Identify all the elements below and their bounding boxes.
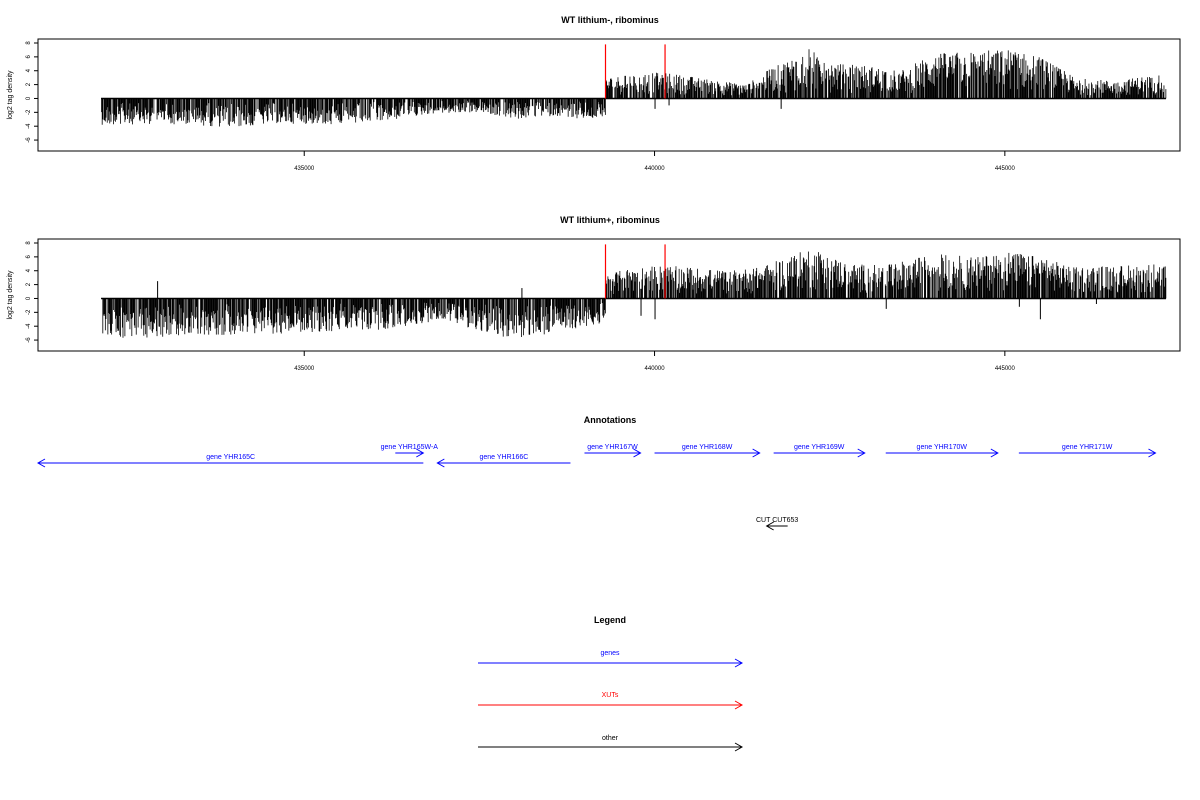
feature-label: gene YHR171W [1062, 444, 1113, 451]
feature-label: gene YHR165W-A [381, 444, 439, 451]
y-axis-label: log2 tag density [7, 270, 14, 320]
xut-markers [604, 44, 666, 99]
legend-label-genes: genes [600, 650, 620, 657]
feature-label: gene YHR165C [206, 454, 255, 461]
y-tick-label: 0 [26, 296, 32, 300]
legend-arrow-genes [478, 658, 744, 668]
annotations-title: Annotations [584, 415, 637, 425]
y-tick-label: -4 [26, 123, 32, 129]
feature-label: gene YHR167W [587, 444, 638, 451]
x-tick-label: 435000 [294, 366, 315, 372]
y-axis-label: log2 tag density [7, 70, 14, 120]
y-tick-label: -2 [26, 109, 32, 115]
feature-gene-yhr165w-a: gene YHR165W-A [381, 444, 439, 458]
y-axis: -6 -4 -2 0 2 4 6 8 [26, 41, 38, 143]
legend-label-other: other [602, 735, 619, 742]
x-tick-label: 445000 [995, 366, 1016, 372]
feature-gene-yhr165c: gene YHR165C [36, 454, 424, 468]
y-axis: -6 -4 -2 0 2 4 6 8 [26, 241, 38, 343]
track-panel-lithium-minus: WT lithium-, ribominus log2 tag density … [7, 15, 1181, 172]
legend-label-xuts: XUTs [602, 692, 619, 699]
y-tick-label: 8 [26, 241, 32, 245]
feature-gene-yhr170w: gene YHR170W [885, 444, 999, 458]
feature-label: gene YHR168W [682, 444, 733, 451]
feature-gene-yhr169w: gene YHR169W [773, 444, 866, 458]
y-tick-label: -4 [26, 323, 32, 329]
x-axis: 435000 440000 445000 [294, 151, 1016, 172]
x-axis: 435000 440000 445000 [294, 351, 1016, 372]
y-tick-label: 6 [26, 55, 32, 59]
feature-label: CUT CUT653 [756, 517, 798, 524]
feature-gene-yhr166c: gene YHR166C [436, 454, 571, 468]
panel-title: WT lithium+, ribominus [560, 215, 660, 225]
feature-arrows: gene YHR165C gene YHR165W-A gene YHR166C ge… [36, 444, 1157, 531]
panel-title: WT lithium-, ribominus [561, 15, 659, 25]
coverage-bars [101, 251, 1167, 338]
y-tick-label: 4 [26, 68, 32, 72]
xut-markers [604, 244, 666, 299]
legend-title: Legend [594, 615, 626, 625]
coverage-bars [101, 49, 1167, 127]
feature-gene-yhr171w: gene YHR171W [1018, 444, 1157, 458]
legend-arrow-other [478, 742, 744, 752]
y-tick-label: 8 [26, 41, 32, 45]
feature-cut-cut653: CUT CUT653 [756, 517, 798, 531]
feature-gene-yhr167w: gene YHR167W [584, 444, 642, 458]
x-tick-label: 445000 [995, 166, 1016, 172]
y-tick-label: 2 [26, 282, 32, 286]
x-tick-label: 435000 [294, 166, 315, 172]
y-tick-label: -6 [26, 337, 32, 343]
y-tick-label: 2 [26, 82, 32, 86]
y-tick-label: 6 [26, 255, 32, 259]
y-tick-label: -6 [26, 137, 32, 143]
y-tick-label: 4 [26, 268, 32, 272]
plot-frame [37, 238, 1181, 352]
y-tick-label: -2 [26, 309, 32, 315]
x-tick-label: 440000 [645, 166, 666, 172]
legend-arrow-xuts [478, 700, 744, 710]
feature-label: gene YHR166C [479, 454, 528, 461]
feature-gene-yhr168w: gene YHR168W [654, 444, 761, 458]
plot-frame [37, 38, 1181, 152]
x-tick-label: 440000 [645, 366, 666, 372]
y-tick-label: 0 [26, 96, 32, 100]
feature-label: gene YHR170W [917, 444, 968, 451]
track-panel-lithium-plus: WT lithium+, ribominus log2 tag density … [7, 215, 1181, 372]
feature-label: gene YHR169W [794, 444, 845, 451]
legend: Legend genes XUTs other [478, 615, 744, 752]
